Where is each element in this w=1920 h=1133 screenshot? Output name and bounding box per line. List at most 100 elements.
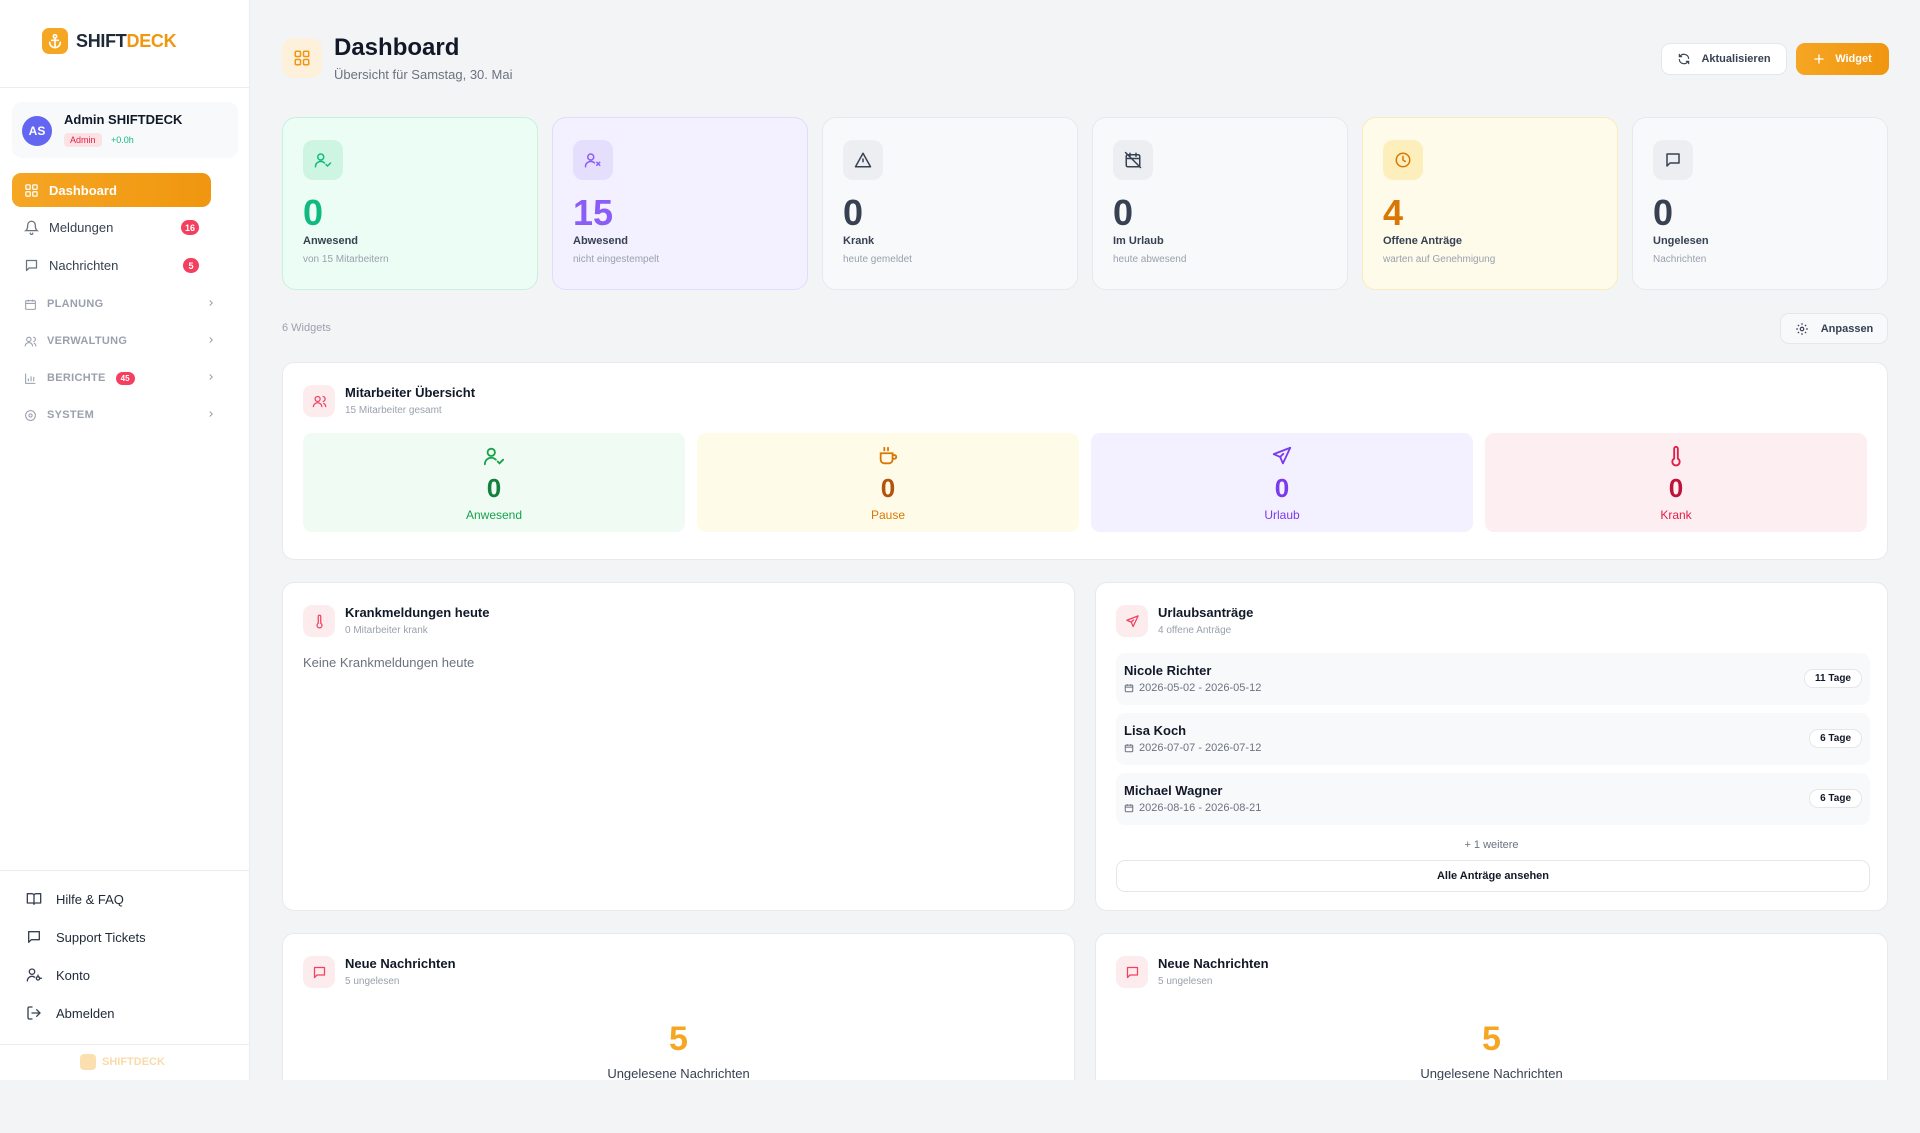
message-icon	[24, 258, 39, 273]
stat-value: 4	[1383, 192, 1404, 233]
stat-card-antraege[interactable]: 4 Offene Anträge warten auf Genehmigung	[1362, 117, 1618, 290]
section-verwaltung[interactable]: VERWALTUNG	[12, 326, 226, 356]
add-widget-button[interactable]: Widget	[1796, 43, 1889, 75]
nav-item-help[interactable]: Hilfe & FAQ	[26, 891, 124, 907]
widget-title: Krankmeldungen heute	[345, 605, 490, 620]
nav-item-support[interactable]: Support Tickets	[26, 929, 146, 945]
plus-icon	[1813, 53, 1825, 65]
tile-label: Anwesend	[465, 508, 523, 522]
list-item[interactable]: Nicole Richter 2026-05-02 - 2026-05-12 1…	[1116, 653, 1870, 705]
calendar-icon	[1124, 803, 1134, 813]
user-x-icon	[573, 140, 613, 180]
tile-label: Pause	[870, 508, 906, 522]
plane-icon	[1116, 605, 1148, 637]
employee-name: Michael Wagner	[1124, 783, 1223, 798]
widgets-count: 6 Widgets	[282, 322, 331, 334]
days-badge: 11 Tage	[1804, 669, 1862, 688]
stat-sub: Nachrichten	[1653, 254, 1707, 265]
section-label: VERWALTUNG	[47, 335, 128, 347]
stat-card-abwesend[interactable]: 15 Abwesend nicht eingestempelt	[552, 117, 808, 290]
viewport-bottom	[0, 1080, 1920, 1133]
widget-title: Mitarbeiter Übersicht	[345, 385, 476, 400]
unread-count: 5	[1482, 1020, 1501, 1058]
chevron-right-icon	[206, 372, 216, 382]
users-icon	[303, 385, 335, 417]
divider	[0, 870, 250, 871]
nav-item-meldungen[interactable]: Meldungen 16	[12, 210, 211, 244]
chevron-right-icon	[206, 335, 216, 345]
widget-subtitle: 15 Mitarbeiter gesamt	[345, 405, 442, 416]
refresh-label: Aktualisieren	[1701, 53, 1771, 65]
chart-icon	[24, 372, 37, 385]
tile-urlaub[interactable]: 0 Urlaub	[1091, 433, 1473, 532]
grid-icon	[282, 38, 322, 78]
stat-card-ungelesen[interactable]: 0 Ungelesen Nachrichten	[1632, 117, 1888, 290]
unread-label: Ungelesene Nachrichten	[607, 1066, 750, 1081]
days-badge: 6 Tage	[1809, 789, 1862, 808]
refresh-icon	[1677, 52, 1691, 66]
nav-item-konto[interactable]: Konto	[26, 967, 90, 983]
list-item[interactable]: Michael Wagner 2026-08-16 - 2026-08-21 6…	[1116, 773, 1870, 825]
tile-label: Urlaub	[1264, 508, 1300, 522]
section-planung[interactable]: PLANUNG	[12, 289, 226, 319]
nav-item-nachrichten[interactable]: Nachrichten 5	[12, 248, 211, 282]
section-berichte[interactable]: BERICHTE 45	[12, 363, 226, 393]
refresh-button[interactable]: Aktualisieren	[1661, 43, 1787, 75]
brand-name-part2: DECK	[126, 30, 177, 51]
list-item[interactable]: Lisa Koch 2026-07-07 - 2026-07-12 6 Tage	[1116, 713, 1870, 765]
gear-icon	[1795, 322, 1809, 336]
divider	[0, 87, 250, 88]
stat-card-urlaub[interactable]: 0 Im Urlaub heute abwesend	[1092, 117, 1348, 290]
grid-icon	[24, 183, 39, 198]
stat-label: Im Urlaub	[1113, 235, 1164, 247]
calendar-icon	[1124, 743, 1134, 753]
user-check-icon	[303, 140, 343, 180]
user-card[interactable]: AS Admin SHIFTDECK Admin +0.0h	[12, 102, 238, 158]
customize-button[interactable]: Anpassen	[1780, 313, 1888, 344]
view-all-requests-button[interactable]: Alle Anträge ansehen	[1116, 860, 1870, 892]
employee-name: Lisa Koch	[1124, 723, 1187, 738]
tile-value: 0	[880, 473, 896, 503]
message-icon	[26, 929, 42, 945]
user-check-icon	[303, 445, 685, 467]
section-system[interactable]: SYSTEM	[12, 400, 226, 430]
new-messages-widget: Neue Nachrichten 5 ungelesen 5 Ungelesen…	[282, 933, 1075, 1103]
thermometer-icon	[1485, 445, 1867, 467]
main-content: Dashboard Übersicht für Samstag, 30. Mai…	[250, 0, 1920, 1103]
widget-subtitle: 5 ungelesen	[345, 976, 400, 987]
bell-icon	[24, 220, 39, 235]
widget-title: Neue Nachrichten	[1158, 956, 1269, 971]
section-label: SYSTEM	[47, 409, 95, 421]
tile-krank[interactable]: 0 Krank	[1485, 433, 1867, 532]
plane-icon	[1091, 445, 1473, 467]
users-icon	[24, 335, 37, 348]
message-icon	[1653, 140, 1693, 180]
message-badge: 5	[183, 258, 199, 273]
nav-label: Dashboard	[49, 182, 117, 198]
role-badge: Admin	[64, 133, 102, 147]
more-link[interactable]: + 1 weitere	[1464, 839, 1519, 851]
brand-logo[interactable]: SHIFTDECK	[42, 28, 177, 54]
stat-card-krank[interactable]: 0 Krank heute gemeldet	[822, 117, 1078, 290]
stat-value: 0	[1653, 192, 1674, 233]
user-key-icon	[26, 967, 42, 983]
nav-item-logout[interactable]: Abmelden	[26, 1005, 115, 1021]
anchor-icon	[42, 28, 68, 54]
nav-label: Support Tickets	[56, 929, 146, 945]
settings-icon	[24, 409, 37, 422]
stat-sub: heute gemeldet	[843, 254, 912, 265]
sidebar: SHIFTDECK AS Admin SHIFTDECK Admin +0.0h…	[0, 0, 250, 1080]
stat-label: Krank	[843, 235, 875, 247]
tile-anwesend[interactable]: 0 Anwesend	[303, 433, 685, 532]
stat-label: Offene Anträge	[1383, 235, 1463, 247]
stat-value: 0	[843, 192, 864, 233]
stat-label: Anwesend	[303, 235, 359, 247]
report-badge: 45	[115, 371, 135, 385]
nav-item-dashboard[interactable]: Dashboard	[12, 173, 211, 207]
calendar-off-icon	[1113, 140, 1153, 180]
tile-pause[interactable]: 0 Pause	[697, 433, 1079, 532]
footer-logo: SHIFTDECK	[80, 1054, 165, 1070]
divider	[0, 1044, 250, 1045]
stat-card-anwesend[interactable]: 0 Anwesend von 15 Mitarbeitern	[282, 117, 538, 290]
tile-value: 0	[1668, 473, 1684, 503]
